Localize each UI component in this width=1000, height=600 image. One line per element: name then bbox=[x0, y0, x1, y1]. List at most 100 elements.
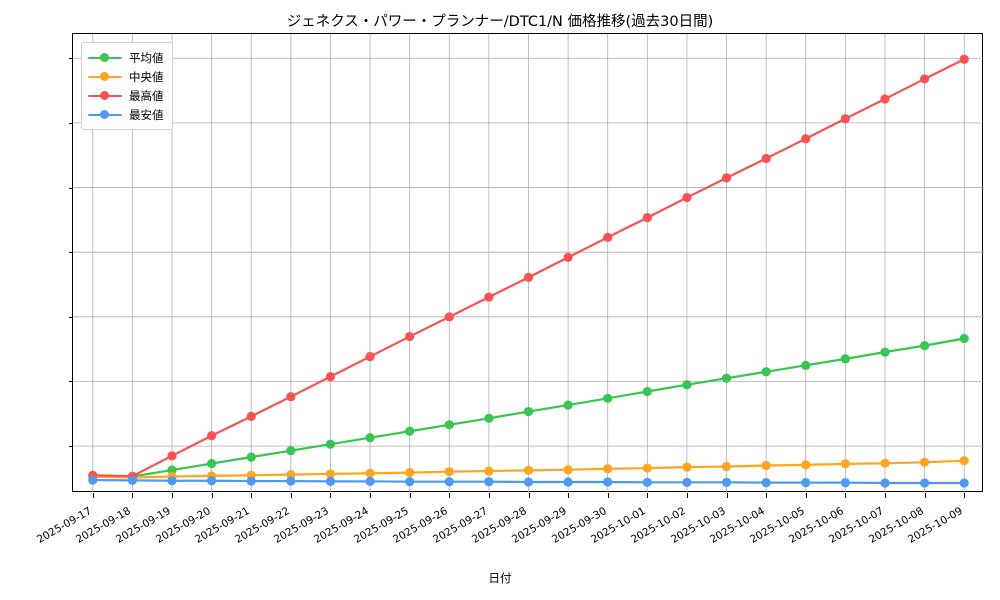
series-marker bbox=[880, 458, 890, 468]
legend-label: 平均値 bbox=[129, 50, 164, 65]
x-axis-tick bbox=[647, 493, 649, 498]
x-axis-tick bbox=[924, 493, 926, 498]
x-axis-tick bbox=[528, 493, 530, 498]
series-marker bbox=[325, 476, 336, 486]
series-marker bbox=[880, 478, 890, 488]
legend-swatch-icon bbox=[88, 90, 122, 102]
series-marker bbox=[840, 459, 850, 469]
series-marker bbox=[523, 477, 534, 487]
series-marker bbox=[246, 452, 256, 462]
legend-dot-icon bbox=[100, 53, 109, 62]
legend-label: 中央値 bbox=[129, 69, 164, 84]
x-axis-tick bbox=[251, 493, 253, 498]
series-marker bbox=[682, 462, 692, 472]
legend-dot-icon bbox=[100, 72, 109, 81]
series-marker bbox=[246, 476, 256, 486]
legend-item[interactable]: 平均値 bbox=[88, 48, 164, 67]
legend-dot-icon bbox=[100, 91, 109, 100]
x-axis-tick bbox=[884, 493, 886, 498]
x-axis-tick bbox=[607, 493, 609, 498]
series-marker bbox=[801, 478, 811, 488]
series-marker bbox=[959, 54, 969, 64]
legend-label: 最安値 bbox=[129, 107, 164, 122]
series-marker bbox=[721, 173, 732, 183]
x-axis-tick bbox=[370, 493, 372, 498]
legend-item[interactable]: 最安値 bbox=[88, 105, 164, 124]
series-marker bbox=[405, 468, 415, 478]
series-marker bbox=[365, 468, 375, 478]
series-marker bbox=[840, 354, 850, 364]
series-marker bbox=[721, 477, 732, 487]
x-axis-tick bbox=[845, 493, 847, 498]
series-marker bbox=[919, 478, 930, 488]
series-marker bbox=[919, 74, 930, 84]
legend-item[interactable]: 中央値 bbox=[88, 67, 164, 86]
legend-swatch-icon bbox=[88, 52, 122, 64]
series-marker bbox=[840, 114, 850, 124]
y-axis-tick bbox=[68, 381, 73, 383]
series-marker bbox=[919, 457, 930, 467]
series-marker bbox=[761, 478, 771, 488]
series-marker bbox=[682, 477, 692, 487]
x-axis-tick bbox=[409, 493, 411, 498]
x-axis-tick bbox=[132, 493, 134, 498]
series-marker bbox=[721, 373, 732, 383]
series-marker bbox=[444, 420, 454, 430]
series-marker bbox=[286, 392, 296, 402]
series-marker bbox=[365, 433, 375, 443]
x-axis-tick bbox=[964, 493, 966, 498]
series-marker bbox=[405, 331, 415, 342]
x-axis-tick bbox=[330, 493, 332, 498]
series-marker bbox=[444, 312, 454, 322]
series-marker bbox=[603, 393, 613, 403]
series-marker bbox=[207, 476, 217, 486]
chart-legend: 平均値中央値最高値最安値 bbox=[81, 42, 173, 130]
series-marker bbox=[365, 351, 375, 362]
x-axis-label: 日付 bbox=[488, 571, 512, 585]
x-axis-tick bbox=[766, 493, 768, 498]
chart-title: ジェネクス・パワー・プランナー/DTC1/N 価格推移(過去30日間) bbox=[286, 14, 714, 30]
series-marker bbox=[642, 463, 652, 473]
x-axis-tick bbox=[488, 493, 490, 498]
series-marker bbox=[207, 458, 217, 469]
legend-label: 最高値 bbox=[129, 88, 164, 103]
x-axis-tick bbox=[172, 493, 174, 498]
x-axis-tick bbox=[92, 493, 94, 498]
series-marker bbox=[919, 341, 930, 351]
series-marker bbox=[603, 232, 613, 242]
legend-item[interactable]: 最高値 bbox=[88, 86, 164, 105]
series-marker bbox=[523, 272, 534, 282]
chart-series-layer bbox=[88, 54, 969, 488]
x-axis-tick bbox=[805, 493, 807, 498]
series-marker bbox=[721, 461, 732, 472]
series-marker bbox=[603, 464, 613, 474]
series-marker bbox=[246, 411, 256, 421]
series-marker bbox=[444, 467, 454, 477]
chart-gridlines bbox=[73, 34, 984, 493]
legend-swatch-icon bbox=[88, 109, 122, 121]
series-marker bbox=[286, 469, 296, 480]
series-marker bbox=[286, 476, 296, 486]
series-marker bbox=[603, 477, 613, 487]
series-marker bbox=[325, 439, 336, 449]
x-axis-tick bbox=[290, 493, 292, 498]
y-axis-tick bbox=[68, 446, 73, 448]
series-marker bbox=[761, 367, 771, 377]
series-marker bbox=[761, 460, 771, 471]
series-marker bbox=[484, 292, 494, 302]
y-axis-tick bbox=[68, 58, 73, 60]
series-marker bbox=[325, 469, 336, 479]
series-marker bbox=[682, 380, 692, 390]
series-marker bbox=[563, 400, 573, 410]
series-marker bbox=[801, 134, 811, 144]
series-marker bbox=[959, 333, 969, 344]
series-marker bbox=[523, 406, 534, 417]
series-marker bbox=[523, 465, 534, 475]
series-marker bbox=[484, 477, 494, 487]
series-marker bbox=[959, 478, 969, 488]
series-marker bbox=[167, 451, 177, 461]
legend-dot-icon bbox=[100, 110, 109, 119]
series-marker bbox=[88, 475, 98, 485]
y-axis-tick bbox=[68, 252, 73, 254]
